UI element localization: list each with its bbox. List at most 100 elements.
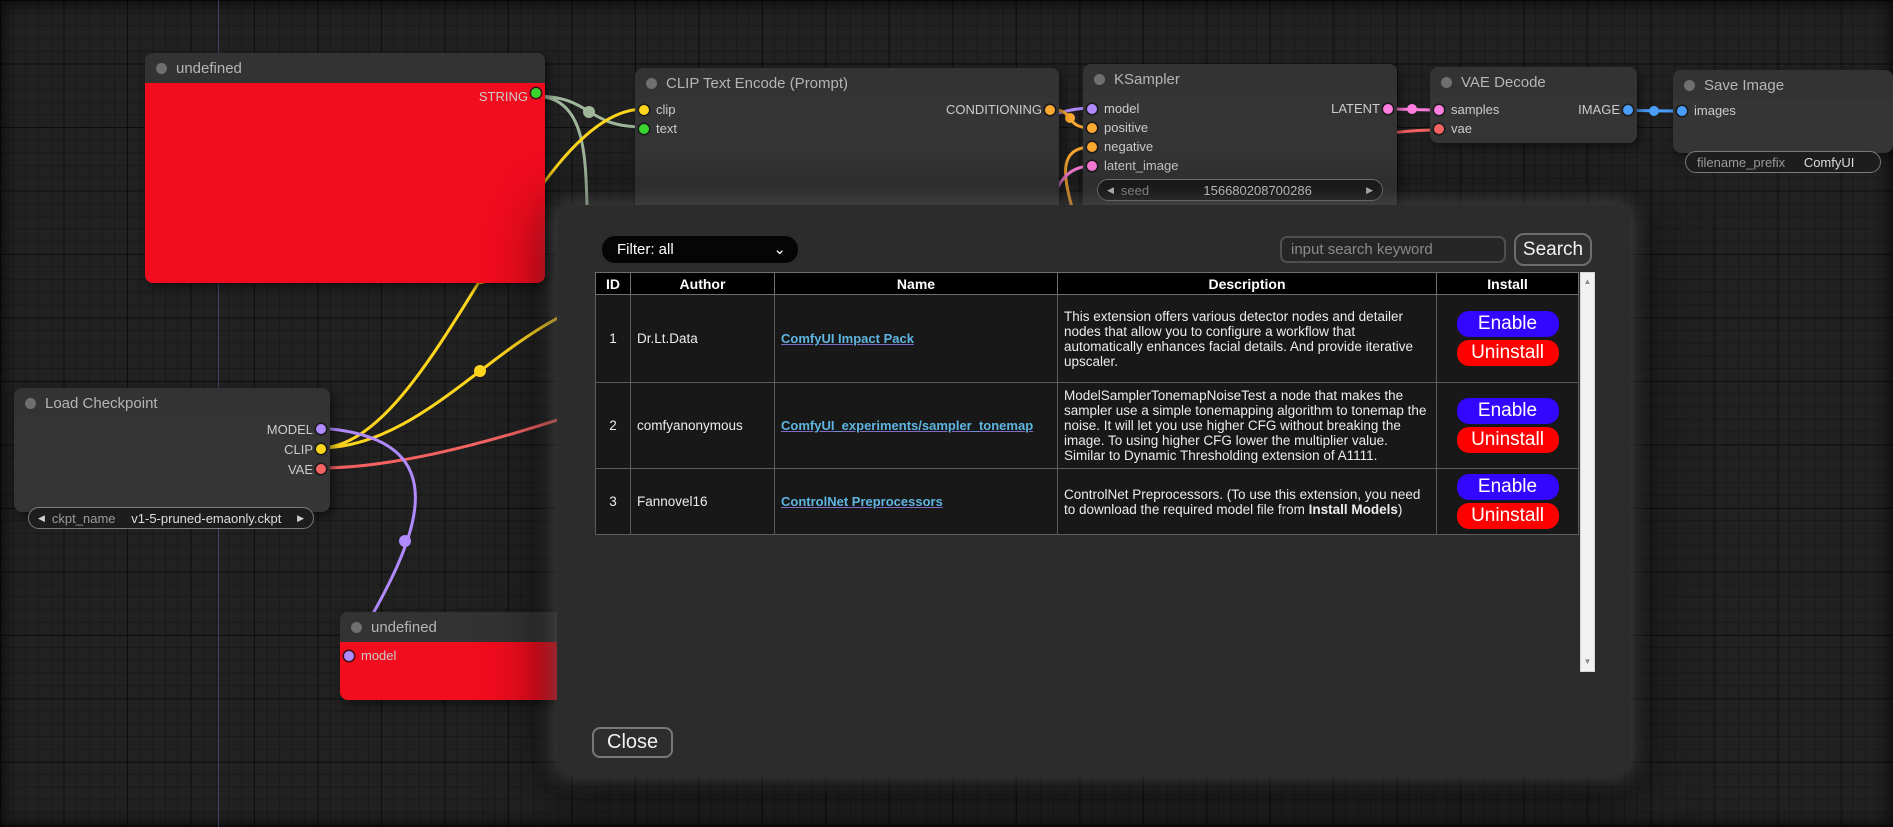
input-label: clip [656, 102, 676, 117]
input-port-clip[interactable] [639, 104, 649, 115]
seed-decrement-icon[interactable]: ◀ [1107, 184, 1114, 195]
uninstall-button[interactable]: Uninstall [1456, 427, 1559, 453]
close-button[interactable]: Close [592, 727, 674, 758]
node-title: undefined [371, 618, 437, 636]
node-collapse-dot-icon[interactable] [1094, 73, 1105, 85]
cell-author: comfyanonymous [630, 382, 775, 469]
table-row: 2 comfyanonymous ComfyUI_experiments/sam… [595, 382, 1579, 469]
ckpt-next-icon[interactable]: ▶ [297, 512, 304, 523]
node-title-bar[interactable]: CLIP Text Encode (Prompt) [635, 68, 1059, 98]
node-vae-decode[interactable]: VAE Decode samples IMAGE vae [1430, 67, 1637, 143]
scroll-down-icon[interactable]: ▼ [1583, 657, 1592, 666]
node-collapse-dot-icon[interactable] [646, 77, 657, 89]
wire-midpoint-dot [399, 535, 411, 547]
node-ksampler[interactable]: KSampler model LATENT positive negative … [1083, 64, 1397, 224]
input-port-images[interactable] [1677, 105, 1687, 116]
widget-value: 156680208700286 [1203, 182, 1312, 198]
input-label: model [361, 648, 397, 663]
node-clip-text-encode[interactable]: CLIP Text Encode (Prompt) clip CONDITION… [635, 68, 1059, 218]
cell-id: 1 [595, 294, 631, 383]
seed-widget[interactable]: ◀ seed 156680208700286 ▶ [1097, 179, 1383, 201]
input-label: samples [1451, 102, 1500, 117]
node-collapse-dot-icon[interactable] [25, 397, 36, 409]
output-label: IMAGE [1578, 102, 1620, 117]
output-port-vae[interactable] [316, 464, 326, 474]
node-title-bar[interactable]: undefined [340, 612, 570, 642]
input-port-model[interactable] [344, 650, 354, 661]
search-input[interactable] [1280, 236, 1506, 263]
uninstall-button[interactable]: Uninstall [1456, 503, 1559, 529]
output-port-latent[interactable] [1383, 103, 1393, 114]
input-label: vae [1451, 121, 1472, 136]
output-label: MODEL [266, 421, 313, 437]
cell-id: 3 [595, 468, 631, 535]
input-label: negative [1104, 139, 1154, 154]
cell-description: ControlNet Preprocessors. (To use this e… [1057, 468, 1437, 535]
wire-midpoint-dot [474, 365, 486, 377]
node-undefined-bottom[interactable]: undefined model [340, 612, 570, 700]
enable-button[interactable]: Enable [1456, 311, 1559, 337]
enable-button[interactable]: Enable [1456, 398, 1559, 424]
seed-increment-icon[interactable]: ▶ [1366, 184, 1373, 195]
node-title-bar[interactable]: undefined [145, 53, 545, 83]
node-collapse-dot-icon[interactable] [156, 62, 167, 74]
node-undefined-top[interactable]: undefined STRING [145, 53, 545, 283]
uninstall-button[interactable]: Uninstall [1456, 340, 1559, 366]
input-port-vae[interactable] [1434, 123, 1444, 134]
node-title: Save Image [1704, 76, 1785, 94]
widget-value: ComfyUI [1803, 154, 1855, 170]
wire-midpoint-dot [1649, 106, 1659, 116]
ckpt-prev-icon[interactable]: ◀ [38, 512, 45, 523]
input-label: latent_image [1104, 158, 1179, 173]
column-header-install: Install [1436, 272, 1579, 295]
wire-midpoint-dot [583, 106, 595, 118]
node-title-bar[interactable]: KSampler [1083, 64, 1397, 94]
output-port-model[interactable] [316, 424, 326, 434]
error-node-body: STRING [145, 83, 545, 283]
input-port-samples[interactable] [1434, 104, 1444, 115]
input-port-latent-image[interactable] [1087, 160, 1097, 171]
output-label: CONDITIONING [945, 102, 1042, 117]
scroll-up-icon[interactable]: ▲ [1583, 277, 1592, 286]
widget-label: filename_prefix [1697, 154, 1786, 170]
filter-select[interactable]: Filter: all ⌄ [602, 236, 798, 263]
input-port-negative[interactable] [1087, 141, 1097, 152]
node-collapse-dot-icon[interactable] [351, 621, 362, 633]
filename-prefix-widget[interactable]: filename_prefix ComfyUI [1685, 151, 1881, 173]
custom-nodes-manager-dialog: Filter: all ⌄ Search ID Author Name Desc… [557, 205, 1630, 774]
node-title: VAE Decode [1461, 73, 1546, 91]
table-row: 1 Dr.Lt.Data ComfyUI Impact Pack This ex… [595, 294, 1579, 383]
enable-button[interactable]: Enable [1456, 474, 1559, 500]
cell-description: This extension offers various detector n… [1057, 294, 1437, 383]
filter-select-label: Filter: all [617, 241, 674, 258]
table-scrollbar[interactable]: ▲ ▼ [1580, 272, 1595, 672]
node-title-bar[interactable]: Save Image [1673, 70, 1893, 100]
extension-link[interactable]: ControlNet Preprocessors [781, 494, 943, 509]
output-label: LATENT [1331, 101, 1380, 116]
search-button[interactable]: Search [1514, 233, 1592, 266]
node-collapse-dot-icon[interactable] [1684, 79, 1695, 91]
input-port-positive[interactable] [1087, 122, 1097, 133]
input-port-text[interactable] [639, 123, 649, 134]
column-header-name: Name [774, 272, 1058, 295]
node-title: CLIP Text Encode (Prompt) [666, 74, 849, 92]
output-port-conditioning[interactable] [1045, 104, 1055, 115]
node-collapse-dot-icon[interactable] [1441, 76, 1452, 88]
node-save-image[interactable]: Save Image images filename_prefix ComfyU… [1673, 70, 1893, 173]
node-title-bar[interactable]: VAE Decode [1430, 67, 1637, 97]
output-port-clip[interactable] [316, 444, 326, 454]
node-title-bar[interactable]: Load Checkpoint [14, 388, 330, 418]
node-load-checkpoint[interactable]: Load Checkpoint MODEL CLIP VAE ◀ ckpt_na… [14, 388, 330, 529]
ckpt-name-widget[interactable]: ◀ ckpt_name v1-5-pruned-emaonly.ckpt ▶ [28, 507, 314, 529]
extension-link[interactable]: ComfyUI Impact Pack [781, 331, 914, 346]
column-header-id: ID [595, 272, 631, 295]
cell-description: ModelSamplerTonemapNoiseTest a node that… [1057, 382, 1437, 469]
extension-link[interactable]: ComfyUI_experiments/sampler_tonemap [781, 418, 1034, 433]
input-port-model[interactable] [1087, 103, 1097, 114]
output-port-string[interactable] [531, 87, 541, 98]
cell-author: Dr.Lt.Data [630, 294, 775, 383]
output-port-image[interactable] [1623, 104, 1633, 115]
column-header-author: Author [630, 272, 775, 295]
node-title: undefined [176, 59, 242, 77]
